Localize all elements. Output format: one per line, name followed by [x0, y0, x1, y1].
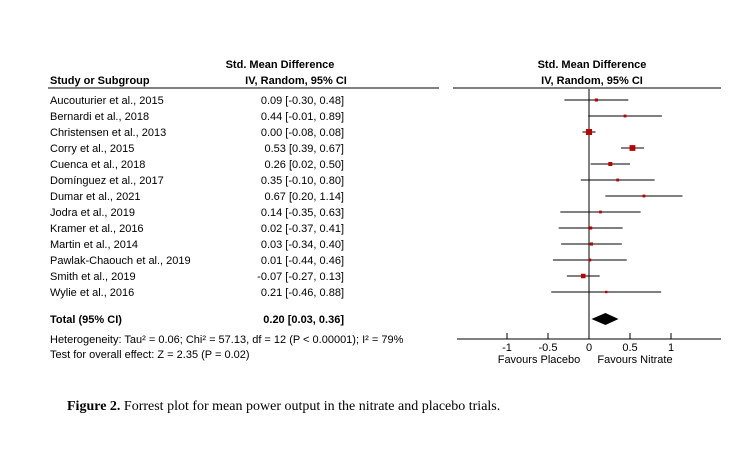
x-axis-ticks: -1 -0.5 0 0.5 1: [502, 333, 674, 354]
study-name: Pawlak-Chaouch et al., 2019: [50, 255, 191, 267]
study-ci-text: 0.26 [0.02, 0.50]: [264, 159, 344, 171]
study-point-estimate: [642, 194, 646, 198]
study-ci-text: 0.03 [-0.34, 0.40]: [261, 239, 344, 251]
study-point-estimate: [629, 145, 636, 151]
study-name: Dumar et al., 2021: [50, 191, 141, 203]
total-ci-text: 0.20 [0.03, 0.36]: [263, 314, 344, 326]
study-name: Kramer et al., 2016: [50, 223, 144, 235]
plot-title-line1: Std. Mean Difference: [538, 59, 647, 71]
overall-effect-text: Test for overall effect: Z = 2.35 (P = 0…: [50, 349, 250, 361]
study-ci-text: -0.07 [-0.27, 0.13]: [257, 271, 344, 283]
study-marks: [551, 98, 683, 294]
study-point-estimate: [599, 210, 602, 214]
total-diamond: [591, 313, 619, 325]
study-point-estimate: [605, 290, 608, 294]
favours-right-label: Favours Nitrate: [597, 354, 672, 366]
study-ci-text: 0.67 [0.20, 1.14]: [264, 191, 344, 203]
study-rows: Aucouturier et al., 2015 0.09 [-0.30, 0.4…: [50, 95, 344, 299]
study-ci-text: 0.35 [-0.10, 0.80]: [261, 175, 344, 187]
study-name: Smith et al., 2019: [50, 271, 136, 283]
col2-title-line1: Std. Mean Difference: [226, 59, 335, 71]
study-point-estimate: [581, 273, 586, 279]
x-tick-label: -1: [502, 342, 512, 354]
study-name: Corry et al., 2015: [50, 143, 134, 155]
favours-left-label: Favours Placebo: [498, 354, 581, 366]
study-name: Christensen et al., 2013: [50, 127, 166, 139]
study-ci-text: 0.01 [-0.44, 0.46]: [261, 255, 344, 267]
col2-title-line2: IV, Random, 95% CI: [245, 75, 347, 87]
caption-text: Forrest plot for mean power output in th…: [120, 399, 501, 414]
caption-label: Figure 2.: [67, 399, 121, 414]
study-name: Martin et al., 2014: [50, 239, 138, 251]
figure-caption: Figure 2. Forrest plot for mean power ou…: [67, 399, 727, 415]
study-point-estimate: [616, 178, 620, 182]
study-name: Cuenca et al., 2018: [50, 159, 145, 171]
col1-title: Study or Subgroup: [50, 75, 150, 87]
study-point-estimate: [589, 226, 593, 230]
study-name: Jodra et al., 2019: [50, 207, 135, 219]
study-name: Wylie et al., 2016: [50, 287, 134, 299]
x-tick-label: 0: [586, 342, 592, 354]
study-name: Bernardi et al., 2018: [50, 111, 149, 123]
study-point-estimate: [586, 129, 592, 135]
study-ci-text: 0.09 [-0.30, 0.48]: [261, 95, 344, 107]
study-ci-text: 0.14 [-0.35, 0.63]: [261, 207, 344, 219]
plot-title-line2: IV, Random, 95% CI: [541, 75, 643, 87]
total-label: Total (95% CI): [50, 314, 122, 326]
study-point-estimate: [589, 242, 594, 246]
x-tick-label: 0.5: [622, 342, 637, 354]
study-point-estimate: [588, 258, 592, 262]
study-ci-text: 0.00 [-0.08, 0.08]: [261, 127, 344, 139]
heterogeneity-text: Heterogeneity: Tau² = 0.06; Chi² = 57.13…: [50, 334, 404, 346]
study-name: Aucouturier et al., 2015: [50, 95, 164, 107]
x-tick-label: -0.5: [539, 342, 558, 354]
study-ci-text: 0.53 [0.39, 0.67]: [264, 143, 344, 155]
study-point-estimate: [623, 114, 627, 118]
study-name: Domínguez et al., 2017: [50, 175, 164, 187]
study-ci-text: 0.44 [-0.01, 0.89]: [261, 111, 344, 123]
x-tick-label: 1: [668, 342, 674, 354]
study-ci-text: 0.02 [-0.37, 0.41]: [261, 223, 344, 235]
study-ci-text: 0.21 [-0.46, 0.88]: [261, 287, 344, 299]
study-point-estimate: [594, 98, 598, 102]
study-point-estimate: [608, 162, 613, 166]
